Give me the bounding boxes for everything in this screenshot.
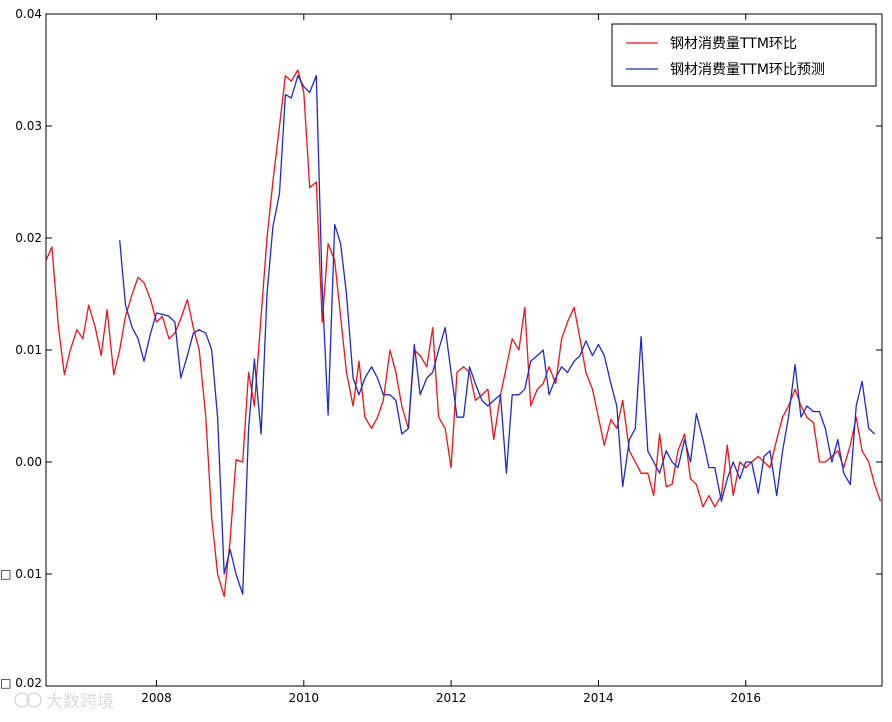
- y-tick-label: 0.01: [15, 343, 42, 357]
- series-layer: [45, 69, 882, 598]
- y-axis: 0.04 0.03 0.02 0.01 0.00 □ 0.01 □ 0.02: [0, 7, 882, 690]
- y-tick-label: □ 0.01: [0, 567, 42, 581]
- watermark-text: 大数跨境: [46, 692, 114, 712]
- x-tick-label: 2014: [583, 691, 614, 705]
- watermark: 大数跨境: [14, 692, 114, 712]
- y-tick-label: 0.03: [15, 119, 42, 133]
- x-axis: 2008 2010 2012 2014 2016: [141, 14, 761, 705]
- series-line-0: [45, 69, 882, 598]
- legend-box: [611, 23, 877, 87]
- legend-label-1: 钢材消费量TTM环比预测: [670, 62, 825, 78]
- x-tick-label: 2010: [289, 691, 320, 705]
- x-tick-label: 2008: [141, 691, 172, 705]
- x-tick-label: 2016: [730, 691, 761, 705]
- y-tick-label: 0.04: [15, 7, 42, 21]
- watermark-logo-icon: [26, 692, 42, 708]
- y-tick-label: 0.00: [15, 455, 42, 469]
- y-tick-label: 0.02: [15, 231, 42, 245]
- legend-label-0: 钢材消费量TTM环比: [670, 36, 797, 52]
- watermark-logo-icon: [14, 692, 30, 708]
- y-tick-label: □ 0.02: [0, 676, 42, 690]
- legend: 钢材消费量TTM环比 钢材消费量TTM环比预测: [611, 23, 877, 87]
- x-tick-label: 2012: [436, 691, 467, 705]
- series-line-1: [119, 74, 876, 595]
